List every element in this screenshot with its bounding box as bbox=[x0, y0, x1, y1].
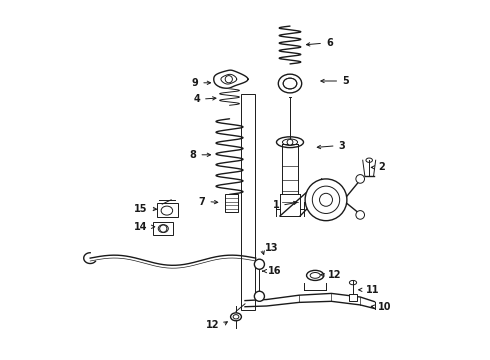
Bar bbox=[241, 94, 255, 310]
Circle shape bbox=[160, 225, 167, 232]
Ellipse shape bbox=[233, 315, 239, 319]
Text: 3: 3 bbox=[339, 141, 345, 151]
Text: 1: 1 bbox=[272, 200, 279, 210]
Text: 13: 13 bbox=[265, 243, 278, 253]
Ellipse shape bbox=[283, 78, 297, 89]
Ellipse shape bbox=[307, 270, 324, 280]
Text: 2: 2 bbox=[378, 162, 385, 172]
Bar bbox=[349, 294, 357, 301]
Text: 12: 12 bbox=[206, 320, 220, 330]
Bar bbox=[153, 222, 173, 235]
Circle shape bbox=[254, 259, 265, 269]
Text: 16: 16 bbox=[269, 266, 282, 276]
Text: 10: 10 bbox=[378, 302, 392, 312]
Text: 14: 14 bbox=[134, 222, 148, 232]
Text: 11: 11 bbox=[366, 285, 379, 295]
Circle shape bbox=[305, 179, 347, 221]
Text: 8: 8 bbox=[190, 150, 196, 160]
Polygon shape bbox=[214, 70, 248, 88]
Ellipse shape bbox=[310, 273, 320, 278]
Text: 12: 12 bbox=[328, 270, 342, 280]
Text: 5: 5 bbox=[342, 76, 349, 86]
Bar bbox=[157, 203, 178, 217]
Circle shape bbox=[312, 186, 340, 213]
Circle shape bbox=[254, 291, 265, 301]
Circle shape bbox=[225, 76, 232, 83]
Bar bbox=[225, 194, 238, 212]
Circle shape bbox=[356, 211, 365, 219]
Text: 9: 9 bbox=[192, 78, 198, 88]
Text: 6: 6 bbox=[326, 38, 333, 48]
Circle shape bbox=[356, 175, 365, 183]
Text: 15: 15 bbox=[134, 204, 148, 214]
Text: 7: 7 bbox=[198, 197, 205, 207]
Text: 4: 4 bbox=[193, 94, 200, 104]
Circle shape bbox=[287, 139, 293, 145]
Circle shape bbox=[319, 193, 333, 206]
Ellipse shape bbox=[231, 313, 242, 321]
